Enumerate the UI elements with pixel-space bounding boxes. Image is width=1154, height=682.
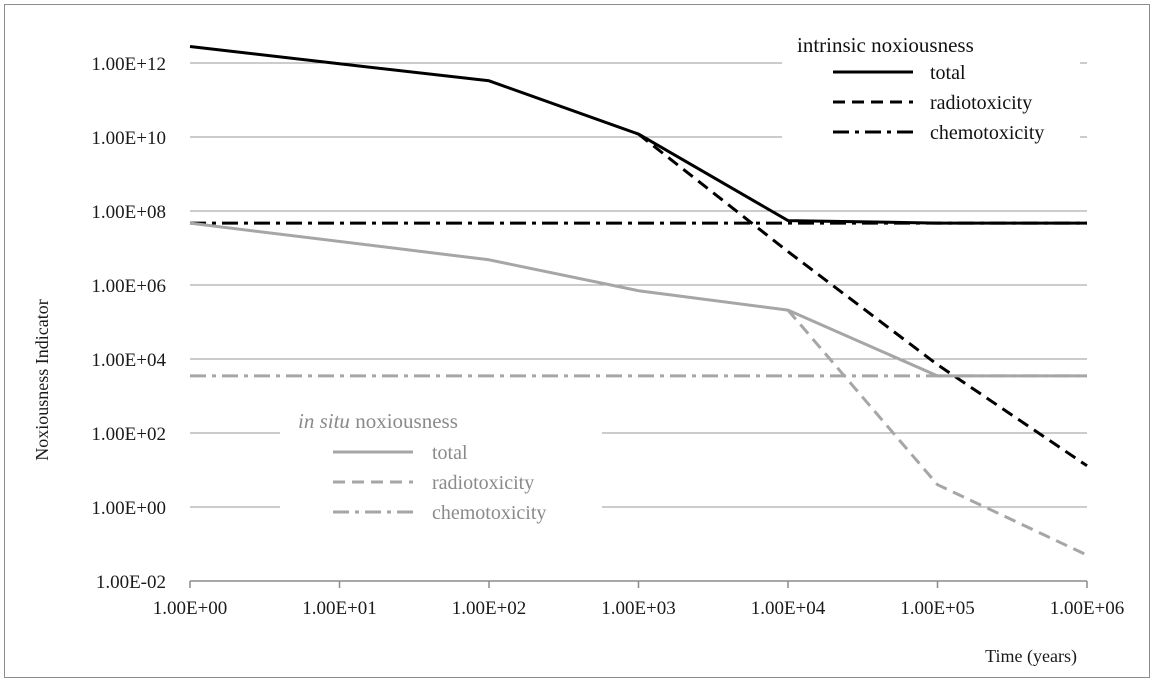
y-tick-label: 1.00E+06 (91, 276, 166, 297)
y-tick-label: 1.00E+12 (91, 54, 166, 75)
y-ticks: 1.00E-02 1.00E+00 1.00E+02 1.00E+04 1.00E+06… (91, 54, 166, 593)
x-tick-label: 1.00E+00 (153, 598, 228, 619)
legend-in-situ-radiotoxicity-label: radiotoxicity (432, 472, 534, 494)
x-tick-label: 1.00E+03 (601, 598, 676, 619)
y-tick-label: 1.00E+02 (91, 424, 166, 445)
legend-intrinsic-radiotoxicity-label: radiotoxicity (930, 92, 1032, 114)
y-tick-label: 1.00E+00 (91, 498, 166, 519)
x-tick-label: 1.00E+05 (900, 598, 975, 619)
x-axis-title: Time (years) (985, 646, 1077, 667)
x-tick-label: 1.00E+06 (1050, 598, 1125, 619)
legend-intrinsic-background (782, 28, 1080, 158)
series-in-situ-solid-line (189, 221, 1087, 378)
x-ticks: 1.00E+00 1.00E+01 1.00E+02 1.00E+03 1.00E+04… (153, 581, 1125, 619)
x-tick-label: 1.00E+04 (751, 598, 826, 619)
y-tick-label: 1.00E+10 (91, 128, 166, 149)
legend-in-situ-chemotoxicity-label: chemotoxicity (432, 502, 546, 524)
y-tick-label: 1.00E-02 (96, 572, 166, 593)
x-tick-label: 1.00E+01 (302, 598, 377, 619)
legend-in-situ-title: in situ noxiousness (298, 409, 458, 433)
legends: intrinsic noxiousness total radiotoxicity c… (298, 33, 1044, 524)
series-intrinsic-dashed-line (637, 132, 1088, 468)
series-lines (189, 45, 1088, 557)
y-tick-label: 1.00E+08 (91, 202, 166, 223)
y-tick-label: 1.00E+04 (91, 350, 166, 371)
legend-intrinsic-chemotoxicity-label: chemotoxicity (930, 122, 1044, 144)
legend-intrinsic-title: intrinsic noxiousness (797, 33, 974, 57)
series-in-situ-dashed-line (786, 309, 1088, 557)
legend-in-situ-total-label: total (432, 442, 468, 464)
legend-intrinsic-total-label: total (930, 62, 966, 84)
x-tick-label: 1.00E+02 (452, 598, 527, 619)
y-axis-title: Noxiousness Indicator (32, 299, 52, 460)
